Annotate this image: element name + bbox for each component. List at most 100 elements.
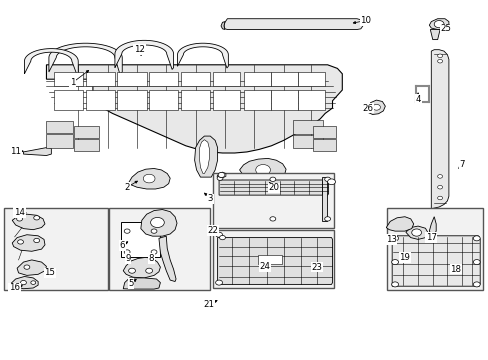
Circle shape	[391, 236, 398, 241]
Polygon shape	[115, 40, 173, 69]
Bar	[212, 230, 333, 288]
Circle shape	[20, 280, 26, 285]
Polygon shape	[321, 177, 326, 221]
Circle shape	[24, 265, 30, 269]
Bar	[54, 72, 83, 86]
Bar	[298, 72, 325, 86]
Text: 17: 17	[425, 233, 436, 242]
Circle shape	[128, 268, 135, 273]
Circle shape	[391, 260, 398, 265]
Bar	[212, 173, 333, 228]
Polygon shape	[199, 140, 209, 174]
Text: 18: 18	[449, 265, 460, 274]
Circle shape	[437, 54, 442, 58]
Polygon shape	[128, 168, 170, 189]
Circle shape	[215, 232, 222, 237]
Text: 19: 19	[399, 253, 409, 262]
Circle shape	[150, 217, 164, 228]
Bar	[271, 72, 298, 86]
Circle shape	[437, 185, 442, 189]
Bar	[85, 72, 115, 86]
Circle shape	[31, 281, 36, 284]
Circle shape	[472, 282, 479, 287]
Circle shape	[34, 238, 40, 243]
Circle shape	[255, 165, 270, 175]
Polygon shape	[217, 172, 225, 178]
Circle shape	[411, 229, 421, 236]
Polygon shape	[11, 276, 38, 289]
Bar	[121, 222, 160, 257]
Circle shape	[472, 260, 479, 265]
Polygon shape	[46, 65, 342, 153]
Polygon shape	[123, 278, 160, 289]
Text: 16: 16	[9, 284, 20, 292]
Polygon shape	[366, 100, 385, 114]
Bar	[293, 135, 322, 148]
Polygon shape	[49, 43, 122, 74]
Polygon shape	[12, 235, 45, 251]
Text: 24: 24	[259, 262, 270, 271]
Polygon shape	[239, 158, 285, 182]
Bar	[244, 72, 271, 86]
Text: 15: 15	[44, 269, 55, 277]
Circle shape	[215, 280, 222, 285]
Circle shape	[217, 176, 223, 180]
Bar	[312, 126, 336, 138]
Bar	[312, 139, 336, 151]
Polygon shape	[46, 65, 327, 72]
Circle shape	[269, 217, 275, 221]
Text: 1: 1	[69, 78, 75, 87]
Text: 7: 7	[458, 161, 464, 169]
Text: 10: 10	[360, 16, 370, 25]
Circle shape	[17, 217, 22, 221]
Text: 14: 14	[14, 208, 25, 217]
Polygon shape	[23, 148, 51, 156]
Text: 6: 6	[119, 241, 125, 250]
Bar	[212, 72, 239, 86]
Circle shape	[324, 217, 330, 221]
Polygon shape	[194, 136, 217, 177]
Polygon shape	[159, 236, 176, 282]
Polygon shape	[429, 30, 439, 40]
Polygon shape	[17, 260, 46, 275]
Circle shape	[437, 175, 442, 178]
Text: 23: 23	[311, 263, 322, 271]
Bar	[46, 121, 73, 133]
Bar	[74, 139, 99, 151]
Circle shape	[124, 250, 130, 254]
Bar	[54, 90, 83, 110]
Text: 8: 8	[148, 254, 154, 263]
Polygon shape	[141, 210, 177, 236]
Circle shape	[217, 174, 223, 179]
Text: 20: 20	[268, 184, 279, 192]
Circle shape	[391, 282, 398, 287]
Polygon shape	[221, 22, 224, 30]
Circle shape	[324, 177, 330, 181]
Circle shape	[219, 235, 225, 240]
Polygon shape	[386, 217, 413, 231]
Text: 11: 11	[10, 147, 21, 156]
Polygon shape	[391, 236, 479, 286]
Text: 25: 25	[440, 24, 450, 33]
Polygon shape	[49, 18, 342, 209]
Polygon shape	[405, 226, 427, 239]
Text: 5: 5	[128, 279, 134, 288]
Polygon shape	[428, 19, 448, 30]
Bar	[74, 126, 99, 138]
Circle shape	[218, 172, 224, 177]
Circle shape	[269, 177, 275, 181]
Polygon shape	[219, 180, 328, 195]
Polygon shape	[224, 19, 362, 30]
Text: 3: 3	[207, 194, 213, 203]
Polygon shape	[217, 238, 332, 284]
Text: 21: 21	[203, 300, 214, 309]
Bar	[298, 90, 325, 110]
Circle shape	[433, 21, 443, 28]
Bar	[271, 90, 298, 110]
Circle shape	[151, 250, 157, 254]
Text: 9: 9	[125, 254, 130, 263]
Bar	[181, 72, 210, 86]
Bar	[293, 120, 322, 134]
Bar	[117, 90, 146, 110]
Text: 2: 2	[124, 183, 130, 192]
